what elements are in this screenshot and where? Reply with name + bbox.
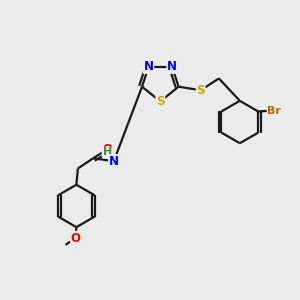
Text: N: N xyxy=(143,60,154,73)
Text: N: N xyxy=(109,155,119,168)
Text: O: O xyxy=(71,232,81,244)
Text: H: H xyxy=(103,147,112,158)
Text: S: S xyxy=(196,84,205,97)
Text: O: O xyxy=(102,143,112,156)
Text: N: N xyxy=(167,60,177,73)
Text: S: S xyxy=(156,95,165,108)
Text: Br: Br xyxy=(267,106,281,116)
